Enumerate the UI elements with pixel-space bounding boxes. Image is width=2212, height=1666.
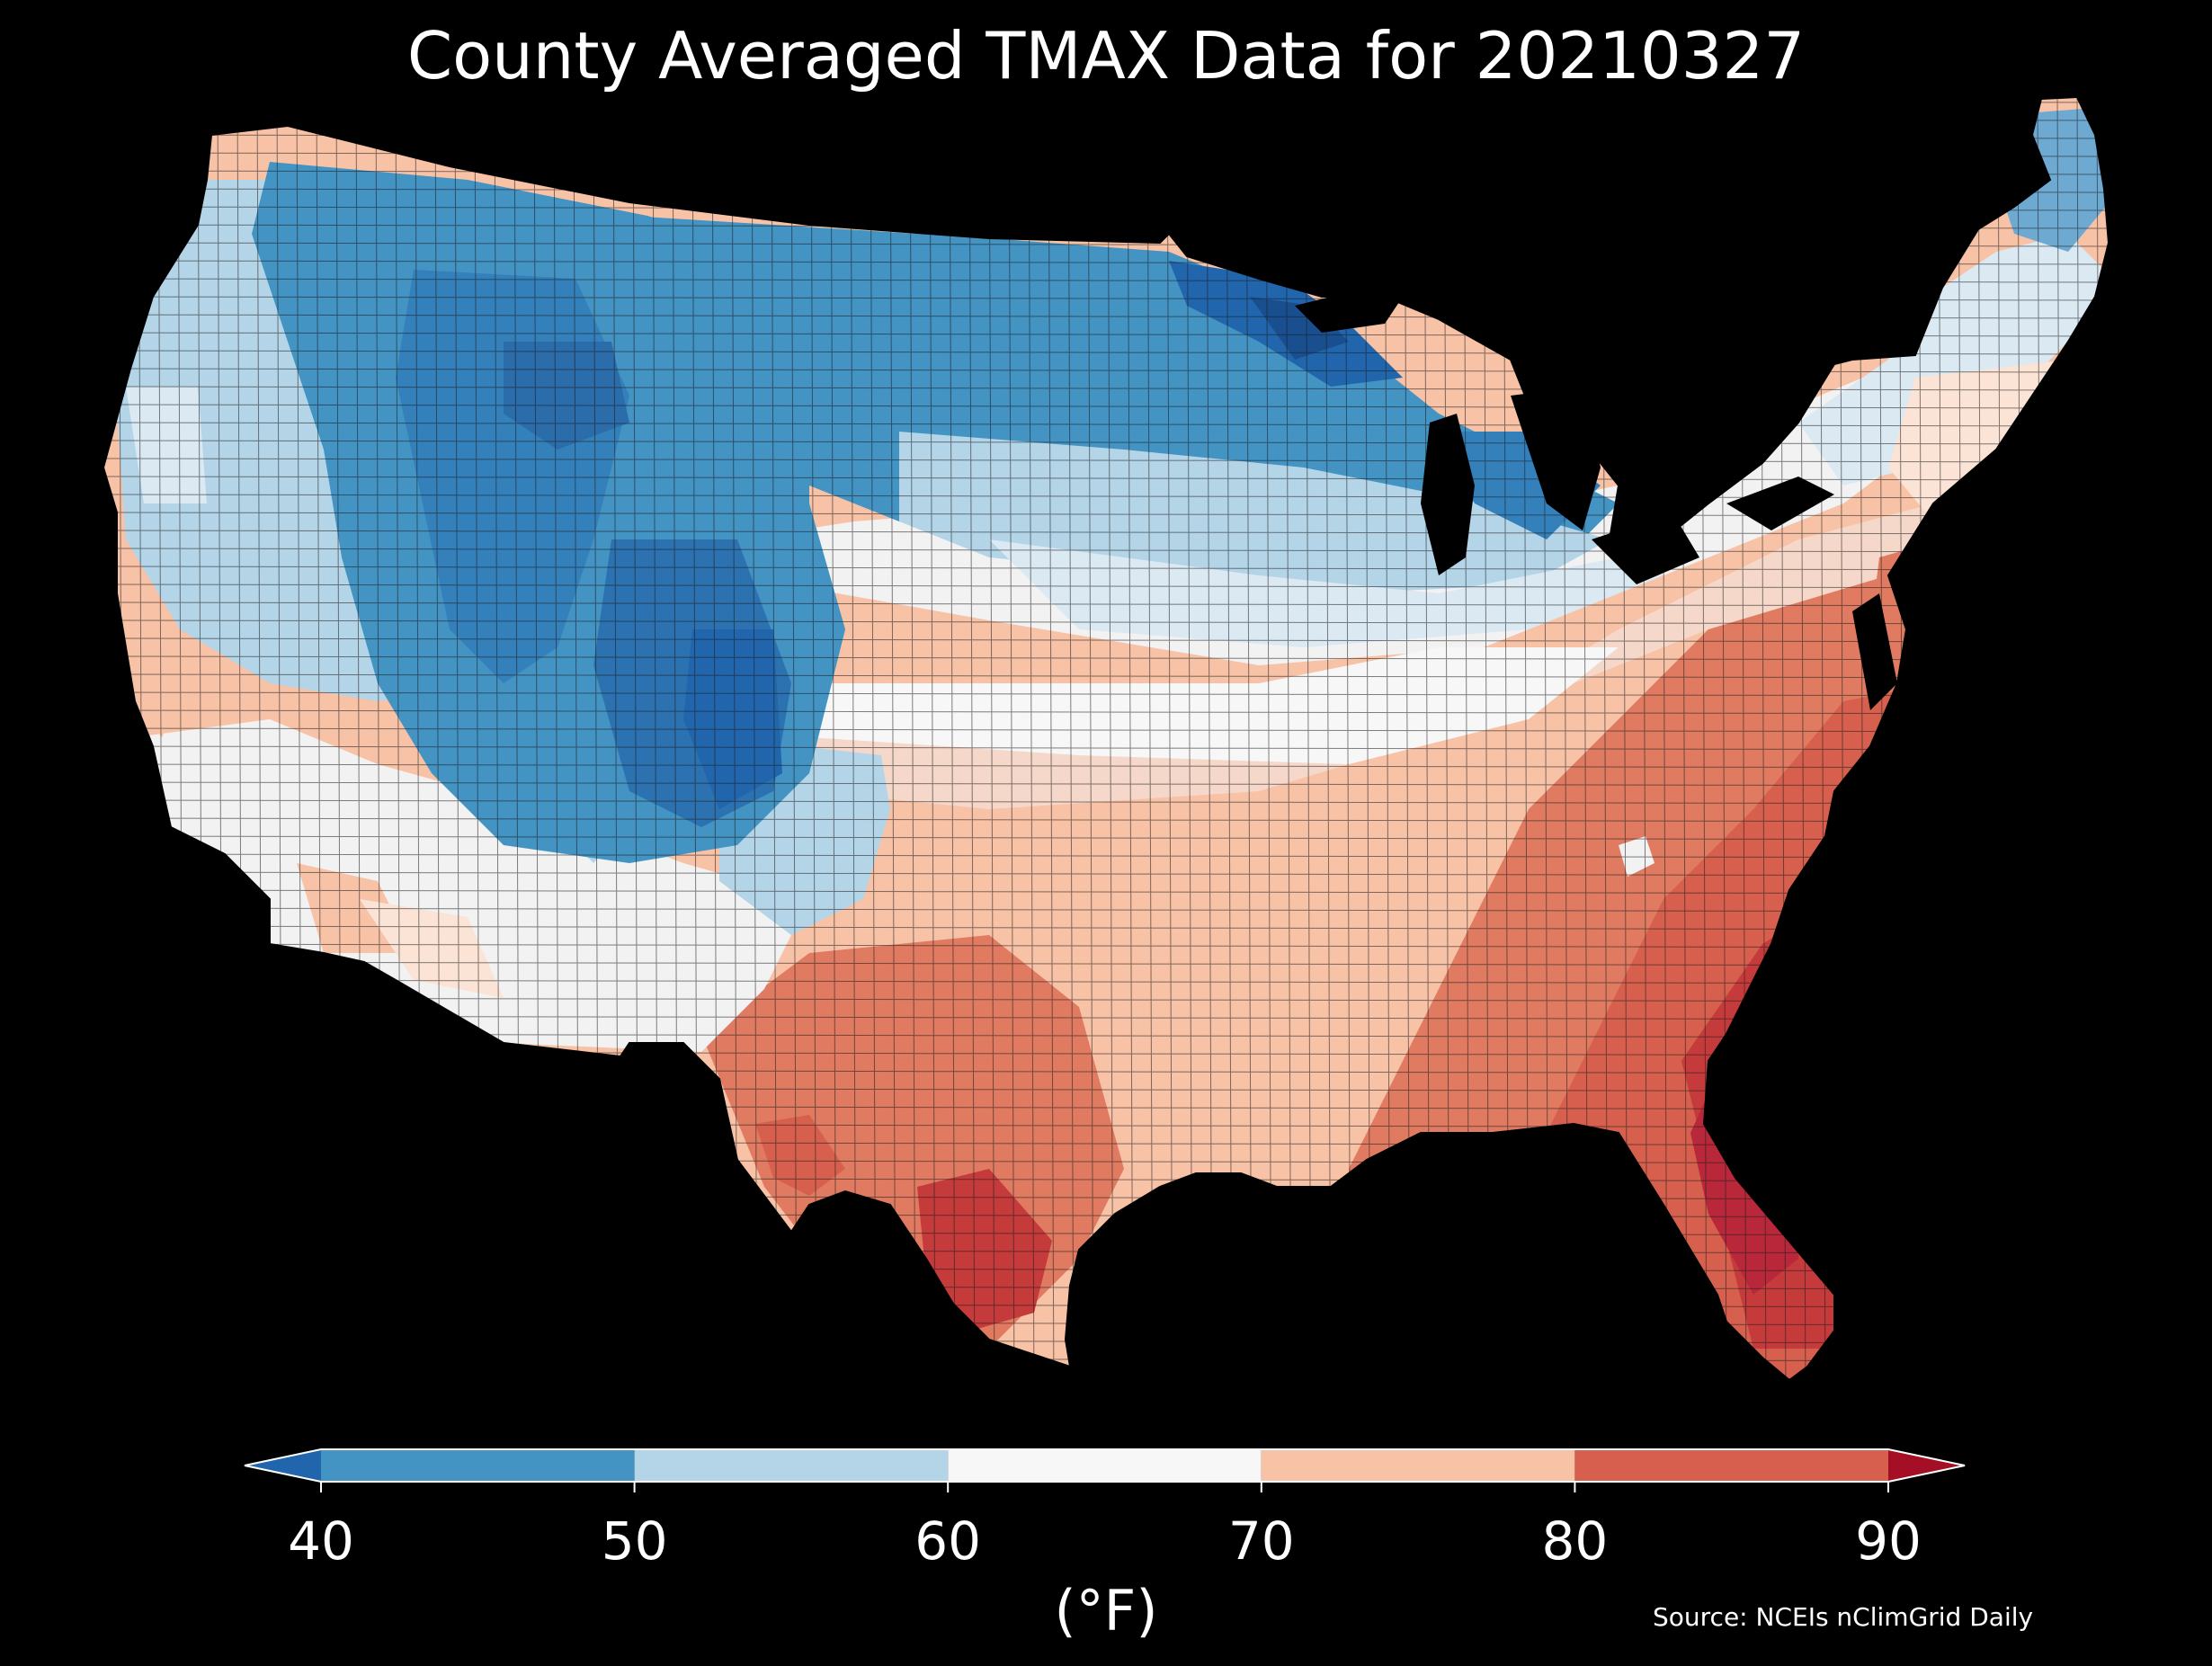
colorbar-bin-40-50 xyxy=(321,1449,635,1482)
colorbar-tick-label: 70 xyxy=(1227,1510,1295,1572)
colorbar-unit-label: (°F) xyxy=(1054,1578,1158,1644)
colorbar-bin-70-80 xyxy=(1261,1449,1575,1482)
colorbar-tick-label: 60 xyxy=(914,1510,982,1572)
colorbar-extend-low xyxy=(245,1449,321,1482)
colorbar-tick-label: 80 xyxy=(1541,1510,1609,1572)
colorbar-tick-label: 90 xyxy=(1855,1510,1922,1572)
colorbar-tick-label: 50 xyxy=(601,1510,668,1572)
colorbar-bin-50-60 xyxy=(634,1449,949,1482)
us-outline xyxy=(102,95,2110,1382)
colorbar-bin-80-90 xyxy=(1574,1449,1888,1482)
great-lakes xyxy=(1295,288,1897,710)
map-title: County Averaged TMAX Data for 20210327 xyxy=(406,18,1806,94)
colorbar-bin-60-70 xyxy=(948,1449,1262,1482)
source-credit: Source: NCEIs nClimGrid Daily xyxy=(1653,1602,2034,1632)
colorbar-tick-label: 40 xyxy=(288,1510,354,1572)
colorbar-extend-high xyxy=(1888,1449,1965,1482)
